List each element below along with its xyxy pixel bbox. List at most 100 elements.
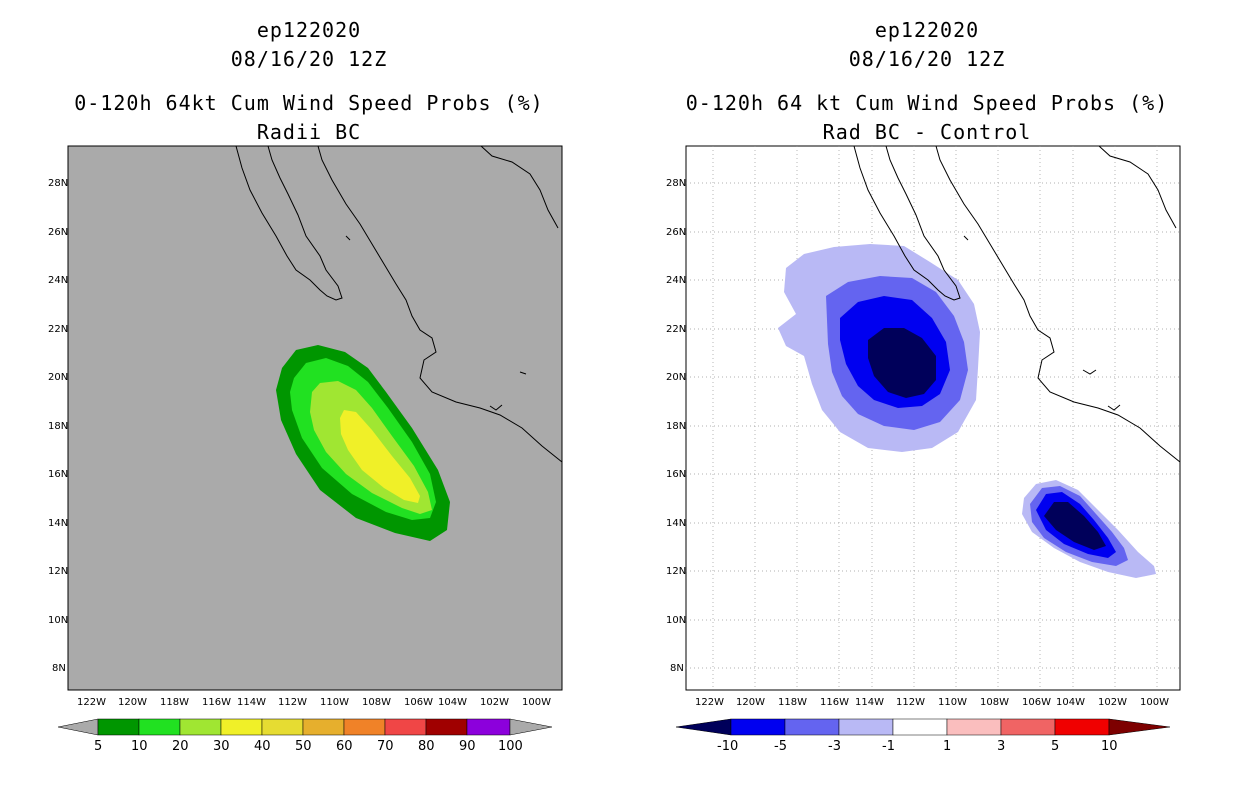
date-title: 08/16/20 12Z [848, 47, 1006, 71]
colorbar-box [138, 718, 181, 736]
colorbar-label: 1 [943, 739, 951, 754]
colorbar-box [220, 718, 263, 736]
lat-label: 12N [666, 566, 686, 577]
colorbar-box [97, 718, 140, 736]
difference-contours-north [778, 244, 980, 452]
colorbar-label: 10 [131, 739, 148, 754]
lon-label: 120W [736, 697, 765, 708]
lon-label: 118W [778, 697, 807, 708]
lon-label: 106W [404, 697, 433, 708]
lat-label: 24N [666, 275, 686, 286]
colorbar-box [838, 718, 894, 736]
lat-label: 28N [666, 178, 686, 189]
colorbar-box [892, 718, 948, 736]
colorbar-low-arrow [57, 718, 99, 736]
lon-label: 110W [938, 697, 967, 708]
probability-contours [276, 345, 450, 541]
lon-label: 116W [820, 697, 849, 708]
lat-labels: 28N 26N 24N 22N 20N 18N 16N 14N 12N 10N … [48, 178, 68, 674]
lat-label: 28N [48, 178, 68, 189]
colorbar-box [384, 718, 427, 736]
lat-label: 8N [52, 663, 66, 674]
colorbar-box [261, 718, 304, 736]
lon-label: 110W [320, 697, 349, 708]
lon-label: 106W [1022, 697, 1051, 708]
lon-label: 122W [77, 697, 106, 708]
colorbar-high-arrow [509, 718, 553, 736]
lat-label: 22N [48, 324, 68, 335]
lat-label: 18N [666, 421, 686, 432]
left-map-svg: 28N 26N 24N 22N 20N 18N 16N 14N 12N 10N … [48, 145, 563, 754]
lat-label: 24N [48, 275, 68, 286]
lat-label: 26N [48, 227, 68, 238]
colorbar-box [784, 718, 840, 736]
lat-label: 20N [48, 372, 68, 383]
colorbar-label: 90 [459, 739, 476, 754]
lon-label: 102W [480, 697, 509, 708]
colorbar-label: -5 [774, 739, 787, 754]
lon-label: 122W [695, 697, 724, 708]
lat-label: 8N [670, 663, 684, 674]
contour-minus-10-south [1044, 502, 1106, 550]
colorbar-label: -10 [717, 739, 738, 754]
lat-label: 10N [666, 615, 686, 626]
lon-label: 120W [118, 697, 147, 708]
lon-label: 116W [202, 697, 231, 708]
lat-label: 20N [666, 372, 686, 383]
lat-labels: 28N 26N 24N 22N 20N 18N 16N 14N 12N 10N … [666, 178, 686, 674]
subtitle: Rad BC - Control [822, 120, 1032, 144]
lat-label: 26N [666, 227, 686, 238]
colorbar-box [1054, 718, 1110, 736]
colorbar-box [946, 718, 1002, 736]
colorbar-label: -1 [882, 739, 895, 754]
lon-label: 112W [896, 697, 925, 708]
colorbar-label: 60 [336, 739, 353, 754]
colorbar-box [730, 718, 786, 736]
lat-label: 14N [666, 518, 686, 529]
lat-label: 12N [48, 566, 68, 577]
storm-id-title: ep122020 [874, 18, 980, 42]
subtitle: Radii BC [256, 120, 362, 144]
coastline [853, 145, 1181, 463]
product-title: 0-120h 64kt Cum Wind Speed Probs (%) [74, 91, 544, 115]
lon-labels: 122W 120W 118W 116W 114W 112W 110W 108W … [695, 697, 1169, 708]
colorbar-label: 80 [418, 739, 435, 754]
lat-label: 14N [48, 518, 68, 529]
colorbar-label: 50 [295, 739, 312, 754]
colorbar-label: 5 [1051, 739, 1059, 754]
product-title: 0-120h 64 kt Cum Wind Speed Probs (%) [685, 91, 1169, 115]
lon-label: 104W [1056, 697, 1085, 708]
colorbar-label: 10 [1101, 739, 1118, 754]
colorbar-box [179, 718, 222, 736]
lon-label: 102W [1098, 697, 1127, 708]
right-map-svg: 28N 26N 24N 22N 20N 18N 16N 14N 12N 10N … [666, 145, 1181, 754]
lon-label: 104W [438, 697, 467, 708]
storm-id-title: ep122020 [256, 18, 362, 42]
right-colorbar: -10 -5 -3 -1 1 3 5 10 [675, 718, 1171, 754]
right-map-panel: ep122020 08/16/20 12Z 0-120h 64 kt Cum W… [618, 0, 1236, 800]
lon-labels: 122W 120W 118W 116W 114W 112W 110W 108W … [77, 697, 551, 708]
left-colorbar: 5 10 20 30 40 50 60 70 80 90 100 [57, 718, 553, 754]
colorbar-label: 70 [377, 739, 394, 754]
colorbar-label: 30 [213, 739, 230, 754]
difference-contours-south [1022, 480, 1156, 578]
lon-label: 114W [855, 697, 884, 708]
lon-label: 118W [160, 697, 189, 708]
colorbar-box [343, 718, 386, 736]
lat-label: 16N [666, 469, 686, 480]
colorbar-low-arrow [675, 718, 732, 736]
lon-label: 108W [362, 697, 391, 708]
contour-minus-10 [868, 328, 936, 398]
lon-label: 100W [522, 697, 551, 708]
colorbar-box [302, 718, 345, 736]
colorbar-label: 5 [94, 739, 102, 754]
colorbar-label: 100 [498, 739, 523, 754]
contour-30 [340, 410, 420, 503]
lon-label: 100W [1140, 697, 1169, 708]
colorbar-box [1000, 718, 1056, 736]
colorbar-label: 3 [997, 739, 1005, 754]
date-title: 08/16/20 12Z [230, 47, 388, 71]
lat-label: 18N [48, 421, 68, 432]
lat-label: 10N [48, 615, 68, 626]
colorbar-box [466, 718, 511, 736]
